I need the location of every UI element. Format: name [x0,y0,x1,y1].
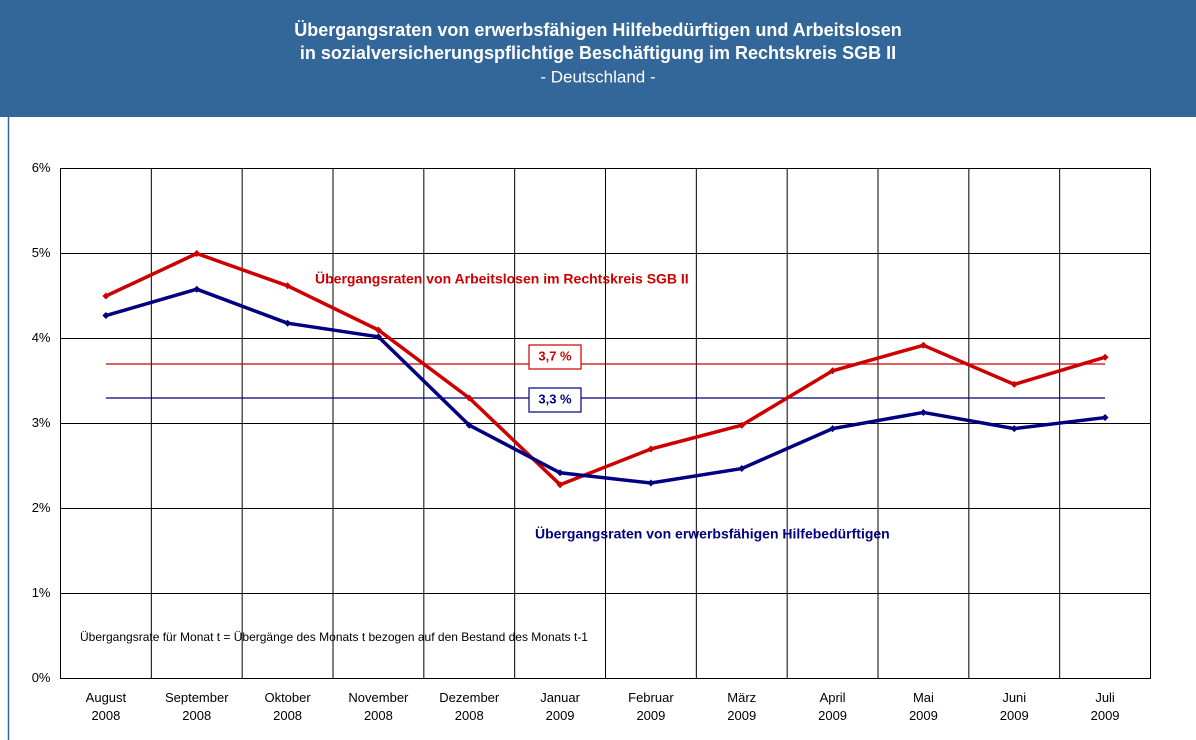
x-tick-label: 2009 [546,708,575,723]
point-marker [829,367,837,375]
y-tick-label: 2% [32,500,51,515]
y-tick-label: 4% [32,330,51,345]
x-tick-label: März [727,690,756,705]
x-tick-label: 2009 [909,708,938,723]
y-tick-label: 3% [32,415,51,430]
y-tick-label: 5% [32,245,51,260]
x-tick-label: 2008 [273,708,302,723]
x-tick-label: Juni [1002,690,1026,705]
point-marker [738,421,746,429]
header-band [0,0,1196,117]
x-tick-label: 2009 [1091,708,1120,723]
point-marker [374,333,382,341]
point-marker [1101,353,1109,361]
point-marker [647,479,655,487]
x-tick-label: Mai [913,690,934,705]
y-tick-label: 1% [32,585,51,600]
series-line [105,287,1106,485]
x-tick-label: August [86,690,127,705]
x-tick-label: 2009 [818,708,847,723]
point-marker [556,481,564,489]
x-tick-label: 2008 [455,708,484,723]
x-tick-label: 2009 [636,708,665,723]
point-marker [1010,380,1018,388]
point-marker [919,341,927,349]
x-tick-label: Dezember [439,690,500,705]
point-marker [738,465,746,473]
y-tick-label: 0% [32,670,51,685]
point-marker [374,326,382,334]
point-marker [919,408,927,416]
chart-title: in sozialversicherungspflichtige Beschäf… [300,43,896,63]
point-marker [102,292,110,300]
chart-title: Übergangsraten von erwerbsfähigen Hilfeb… [294,20,901,40]
x-tick-label: 2008 [182,708,211,723]
point-marker [1101,414,1109,422]
reference-label: 3,7 % [538,348,572,363]
point-marker [284,282,292,290]
footnote: Übergangsrate für Monat t = Übergänge de… [80,630,588,644]
reference-label-box [528,344,582,370]
chart-subtitle: - Deutschland - [540,67,655,86]
point-marker [465,394,473,402]
x-tick-label: April [820,690,846,705]
x-tick-label: 2009 [727,708,756,723]
series-label: Übergangsraten von Arbeitslosen im Recht… [315,271,689,287]
x-tick-label: 2008 [91,708,120,723]
point-marker [829,425,837,433]
series-label: Übergangsraten von erwerbsfähigen Hilfeb… [535,526,890,542]
point-marker [284,319,292,327]
point-marker [102,312,110,320]
reference-label-box [528,387,582,413]
series-line [105,251,1106,487]
point-marker [193,285,201,293]
point-marker [193,250,201,257]
y-tick-label: 6% [32,160,51,175]
reference-label: 3,3 % [538,391,572,406]
x-tick-label: 2009 [1000,708,1029,723]
x-tick-label: Januar [540,690,580,705]
x-tick-label: November [348,690,409,705]
x-tick-label: Juli [1095,690,1115,705]
x-tick-label: Februar [628,690,674,705]
x-tick-label: Oktober [264,690,311,705]
x-tick-label: September [165,690,229,705]
point-marker [1010,425,1018,433]
point-marker [465,421,473,429]
x-tick-label: 2008 [364,708,393,723]
point-marker [647,445,655,453]
point-marker [556,469,564,477]
